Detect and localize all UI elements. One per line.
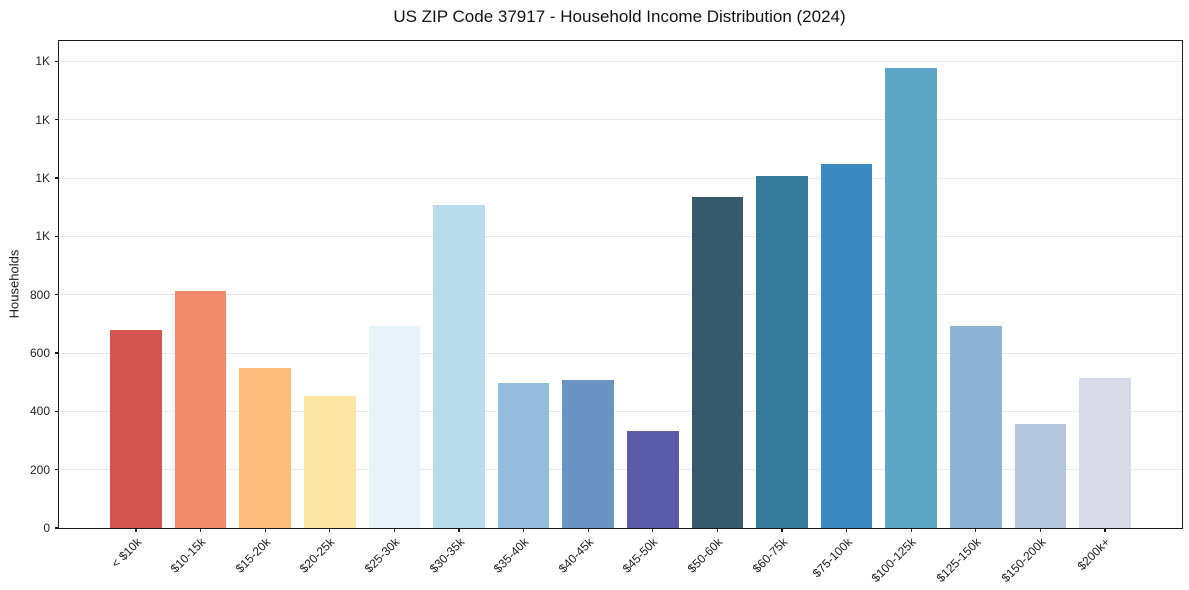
x-tick-mark [781,528,783,532]
bar-125-150k [949,326,1002,528]
x-tick-mark [975,528,977,532]
y-tick-mark [55,60,59,63]
y-tick-mark [55,410,59,413]
bar-60-75k [756,175,808,528]
bar-25-30k [368,326,421,528]
bar-20-25k [303,396,356,528]
x-tick-mark [135,528,137,532]
x-tick-mark [845,528,848,532]
bar-200k [1079,378,1131,528]
x-tick-mark [652,528,654,532]
gridline [59,352,1182,354]
x-tick-mark [522,528,525,532]
y-tick-label: 1K [35,229,50,244]
x-tick-label: $25-30k [361,535,403,576]
y-tick-label: 1K [35,171,50,186]
bar-100-125k [885,67,938,528]
gridline [59,235,1182,237]
y-tick-mark [55,352,59,354]
bar-40-45k [562,379,615,528]
bar-45-50k [626,431,679,528]
x-tick-mark [458,528,460,532]
x-tick-mark [264,528,266,532]
y-tick-mark [55,235,59,238]
chart-title: US ZIP Code 37917 - Household Income Dis… [393,7,846,26]
y-tick-mark [55,119,59,121]
y-tick-label: 600 [29,346,50,361]
bar-10-15k [174,291,227,528]
x-tick-label: $10-15k [167,535,209,576]
bar-30-35k [433,204,485,528]
gridline [59,469,1182,471]
x-tick-label: $150-200k [998,535,1049,586]
gridline [59,410,1182,412]
y-tick-mark [55,527,59,529]
x-tick-label: $40-45k [555,535,597,576]
x-tick-label: $30-35k [426,535,467,576]
gridline [59,294,1182,296]
x-tick-label: $50-60k [684,535,726,576]
x-tick-label: $20-25k [297,535,338,576]
bar-50-60k [691,197,744,528]
x-tick-label: $200k+ [1074,535,1113,573]
gridline [59,177,1182,179]
y-tick-label: 400 [29,404,50,419]
bar-150-200k [1014,424,1067,528]
x-tick-mark [587,528,589,532]
x-tick-mark [1039,528,1042,532]
y-tick-label: 1K [35,112,50,127]
x-tick-label: < $10k [108,535,144,571]
x-tick-mark [716,528,719,532]
x-tick-label: $45-50k [620,535,661,576]
y-tick-label: 1K [35,54,50,69]
y-tick-mark [55,469,59,471]
gridline [59,60,1182,62]
bar-15-20k [239,368,292,528]
bar-10k [110,330,162,528]
x-tick-mark [393,528,396,532]
y-tick-mark [55,294,59,296]
x-tick-mark [910,528,912,532]
x-tick-label: $75-100k [809,535,855,581]
x-tick-mark [329,528,331,532]
x-tick-label: $100-125k [869,535,920,586]
x-tick-mark [199,528,202,532]
gridline [59,119,1182,121]
x-tick-label: $125-150k [933,535,984,586]
y-axis-label: Households [6,249,22,319]
x-tick-label: $15-20k [232,535,274,576]
bar-75-100k [820,164,873,528]
y-tick-label: 800 [29,287,50,302]
y-tick-label: 0 [43,521,50,535]
x-tick-label: $35-40k [490,535,532,576]
x-tick-mark [1104,528,1106,532]
x-tick-label: $60-75k [749,535,790,576]
y-tick-mark [55,177,59,179]
y-tick-label: 200 [29,462,50,477]
bar-35-40k [497,383,550,528]
plot-area: 0 200 400 600 800 1K 1K 1K 1K < $10k $10-15k $15-20… [30,40,1183,585]
